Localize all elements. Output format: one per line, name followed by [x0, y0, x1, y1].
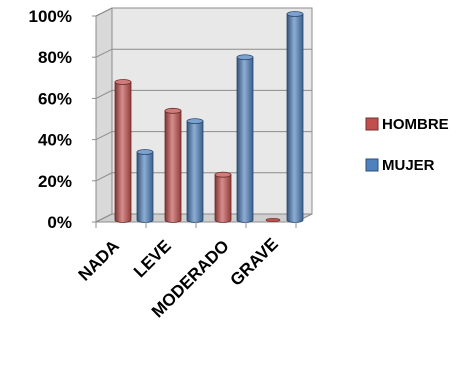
chart-legend: HOMBRE MUJER — [365, 116, 449, 174]
y-axis-ticks: 0% 20% 40% 60% 80% 100% — [29, 7, 96, 232]
bar-mujer-nada — [136, 149, 154, 223]
bar-hombre-grave — [265, 218, 281, 222]
bar-hombre-nada — [114, 79, 132, 223]
gridline — [95, 7, 312, 17]
y-tick-label: 0% — [47, 213, 72, 232]
bar-mujer-grave — [286, 11, 304, 223]
bar-mujer-moderado — [236, 54, 254, 223]
x-tick-label: GRAVE — [227, 234, 282, 289]
x-tick-label: NADA — [75, 236, 123, 284]
bar-hombre-leve — [164, 107, 182, 223]
y-tick-label: 100% — [29, 7, 72, 26]
y-tick-label: 80% — [38, 48, 72, 67]
legend-swatch — [365, 117, 379, 131]
legend-label: MUJER — [382, 157, 435, 174]
legend-item-hombre: HOMBRE — [365, 116, 449, 133]
y-tick-label: 40% — [38, 131, 72, 150]
y-tick-label: 60% — [38, 89, 72, 108]
side-wall — [95, 7, 113, 223]
legend-label: HOMBRE — [382, 116, 449, 133]
bar-hombre-moderado — [214, 171, 232, 223]
bar-mujer-leve — [186, 118, 204, 223]
legend-swatch — [365, 158, 379, 172]
gridline — [95, 48, 312, 58]
y-tick-label: 20% — [38, 172, 72, 191]
legend-item-mujer: MUJER — [365, 157, 435, 174]
x-tick-label: LEVE — [130, 236, 175, 281]
